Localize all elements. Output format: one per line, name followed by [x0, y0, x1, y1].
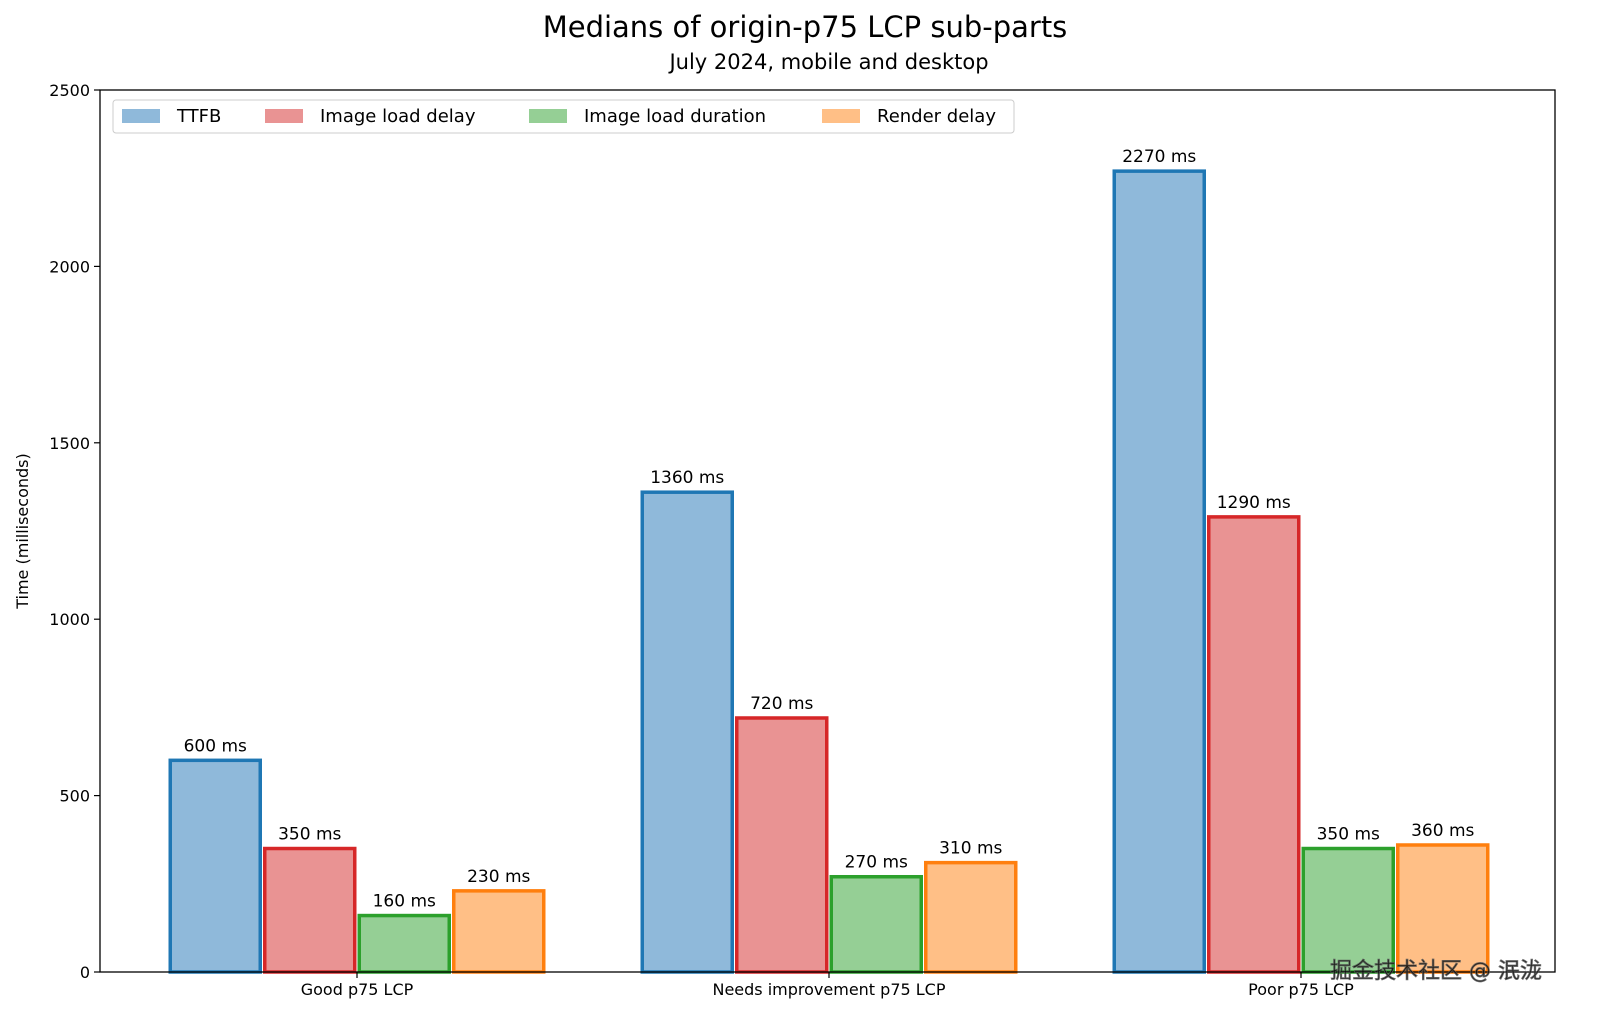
legend-label: TTFB	[176, 106, 221, 127]
bar-image-load-delay	[1207, 515, 1301, 974]
watermark: 掘金技术社区 @ 泯泷	[1330, 959, 1542, 984]
legend-swatch	[529, 109, 567, 123]
y-tick-label: 2000	[49, 257, 90, 276]
bar-value-label: 1360 ms	[650, 468, 724, 488]
bar-image-load-duration	[357, 913, 451, 974]
y-tick-label: 1500	[49, 434, 90, 453]
bar-image-load-duration	[829, 874, 923, 974]
legend-label: Image load duration	[584, 106, 766, 127]
bar-value-label: 720 ms	[750, 694, 813, 714]
bar-value-label: 160 ms	[373, 892, 436, 912]
bar-value-label: 310 ms	[939, 839, 1002, 859]
bar-value-label: 350 ms	[1317, 825, 1380, 845]
plot-frame	[99, 89, 1556, 973]
bar-value-label: 230 ms	[467, 867, 530, 887]
bar-image-load-delay	[263, 846, 357, 974]
bar-render-delay	[1396, 843, 1490, 974]
legend-label: Render delay	[877, 106, 996, 127]
legend-swatch	[265, 109, 303, 123]
y-tick-label: 500	[59, 787, 90, 806]
bar-value-label: 2270 ms	[1122, 147, 1196, 167]
legend-label: Image load delay	[320, 106, 476, 127]
chart-title: Medians of origin-p75 LCP sub-parts	[543, 10, 1068, 44]
chart-subtitle: July 2024, mobile and desktop	[667, 50, 988, 74]
x-tick-label: Good p75 LCP	[301, 980, 414, 999]
bar-ttfb	[640, 490, 734, 974]
y-tick-label: 2500	[49, 81, 90, 100]
bar-image-load-delay	[735, 716, 829, 974]
bar-value-label: 360 ms	[1411, 821, 1474, 841]
bar-render-delay	[452, 889, 546, 974]
x-tick-label: Poor p75 LCP	[1248, 980, 1354, 999]
bar-value-label: 270 ms	[845, 853, 908, 873]
bar-render-delay	[924, 860, 1018, 974]
bar-ttfb	[1112, 169, 1206, 974]
legend-swatch	[122, 109, 160, 123]
bar-image-load-duration	[1301, 846, 1395, 974]
legend: TTFB Image load delay Image load duration R…	[112, 99, 1015, 134]
y-tick-label: 1000	[49, 610, 90, 629]
y-tick-label: 0	[80, 963, 90, 982]
bar-value-label: 1290 ms	[1217, 493, 1291, 513]
x-tick-label: Needs improvement p75 LCP	[712, 980, 945, 999]
legend-swatch	[822, 109, 860, 123]
bar-ttfb	[168, 758, 262, 974]
y-axis-label: Time (milliseconds)	[13, 453, 32, 610]
bar-value-label: 600 ms	[184, 736, 247, 756]
bar-value-label: 350 ms	[278, 825, 341, 845]
